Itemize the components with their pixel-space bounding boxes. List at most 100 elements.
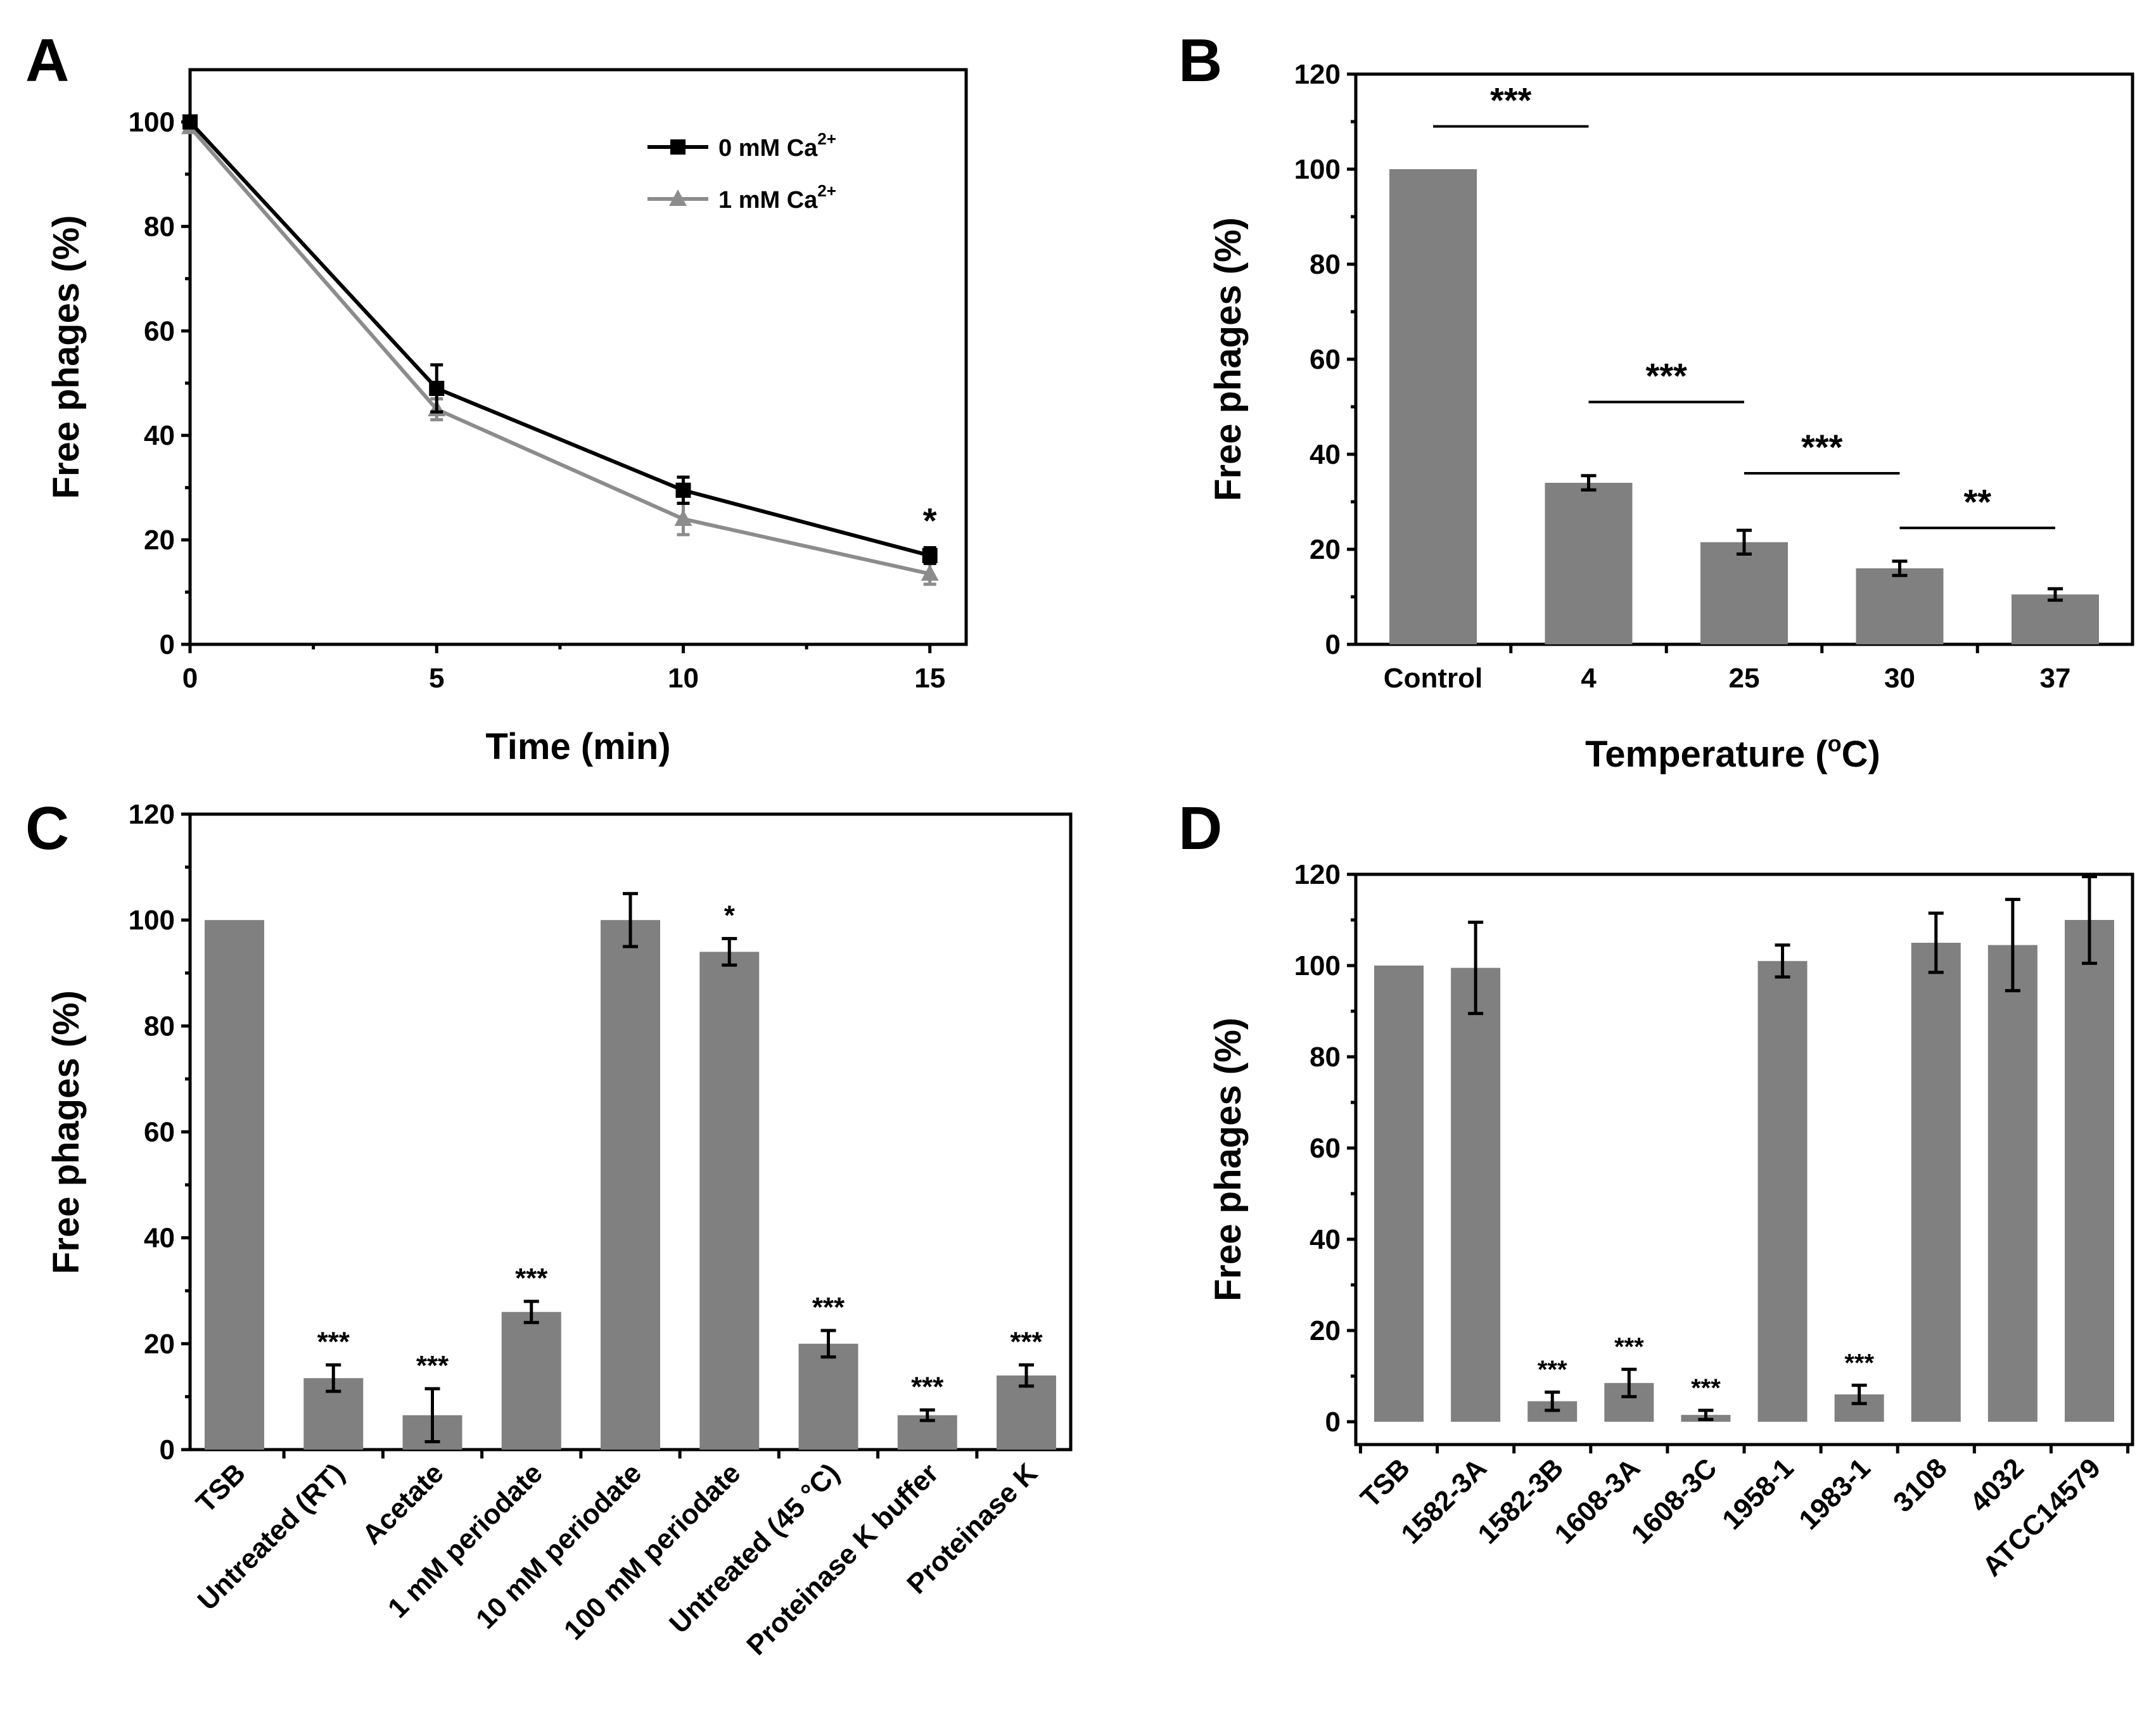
y-tick-label: 20: [1310, 534, 1341, 565]
bar-10-mm-periodate: [601, 920, 660, 1450]
y-tick-label: 100: [129, 106, 175, 137]
bar-control: [1389, 169, 1477, 644]
x-tick-label-proteinase-k-buffer: Proteinase K buffer: [741, 1457, 945, 1661]
significance-1582-3b: ***: [1538, 1356, 1567, 1384]
significance-bracket-label: ***: [1801, 427, 1843, 467]
significance-100-mm-periodate: *: [724, 900, 736, 931]
significance-marker: *: [923, 501, 937, 540]
y-axis-title: Free phages (%): [46, 990, 87, 1274]
x-tick-label: 10: [668, 663, 699, 694]
data-point-0-mm-ca: [675, 482, 691, 498]
plot-frame: [188, 68, 968, 646]
significance-acetate: ***: [416, 1350, 449, 1381]
x-tick-label-tsb: TSB: [1355, 1452, 1416, 1514]
y-tick-label: 120: [1294, 859, 1341, 890]
legend-superscript: 2+: [817, 181, 836, 200]
bar-4032: [1987, 945, 2037, 1422]
significance-untreated-rt: ***: [317, 1326, 350, 1357]
y-tick-label: 0: [160, 629, 175, 660]
series-line-1-mm-ca: [188, 125, 931, 576]
y-tick-label: 0: [1325, 1407, 1341, 1438]
y-tick-label: 20: [144, 525, 175, 556]
x-tick-label-30: 30: [1884, 663, 1915, 694]
bar-1958-1: [1757, 961, 1808, 1422]
x-tick-label-acetate: Acetate: [357, 1457, 450, 1550]
data-point-0-mm-ca: [182, 114, 198, 130]
bar-1-mm-periodate: [501, 1312, 561, 1450]
bar-30: [1856, 568, 1944, 644]
x-tick-label-tsb: TSB: [190, 1457, 252, 1519]
panel-letter-c: C: [25, 795, 69, 862]
series-line-0-mm-ca: [188, 120, 931, 558]
x-tick-label-25: 25: [1729, 663, 1760, 694]
x-tick-label: 5: [429, 663, 444, 694]
y-tick-label: 40: [144, 420, 175, 451]
legend-label-0-mm-ca: 0 mM Ca2+: [718, 129, 836, 162]
x-tick-label-4032: 4032: [1964, 1452, 2030, 1518]
y-tick-label: 100: [1294, 950, 1341, 981]
bar-untreated-45-c: [798, 1343, 858, 1450]
legend-marker: [670, 139, 686, 155]
significance-1608-3a: ***: [1614, 1333, 1644, 1361]
y-tick-label: 80: [1310, 249, 1341, 280]
y-tick-label: 60: [1310, 344, 1341, 375]
legend-marker: [669, 189, 687, 206]
data-point-0-mm-ca: [429, 380, 445, 396]
bar-tsb: [1374, 966, 1424, 1422]
x-axis-title: Temperature (oC): [1585, 731, 1880, 775]
x-tick-label-1582-3b: 1582-3B: [1472, 1452, 1569, 1550]
x-tick-label: 15: [914, 663, 945, 694]
y-tick-label: 60: [144, 1117, 175, 1148]
significance-bracket-label: **: [1963, 482, 1991, 521]
bar-25: [1700, 542, 1788, 644]
bar-3108: [1911, 943, 1961, 1422]
y-axis-title: Free phages (%): [1208, 217, 1249, 501]
y-tick-label: 40: [1310, 1224, 1341, 1255]
x-tick-label-10-mm-periodate: 10 mM periodate: [470, 1457, 647, 1635]
x-tick-label-37: 37: [2040, 663, 2071, 694]
data-point-1-mm-ca: [674, 509, 692, 527]
legend-superscript: 2+: [817, 129, 836, 148]
bar-atcc14579: [2065, 920, 2114, 1422]
significance-untreated-45-c: ***: [812, 1292, 845, 1323]
x-tick-label-3108: 3108: [1887, 1452, 1953, 1518]
significance-bracket-label: ***: [1646, 356, 1688, 396]
y-tick-label: 0: [1325, 629, 1341, 660]
bar-proteinase-k: [997, 1375, 1056, 1450]
y-tick-label: 0: [160, 1434, 175, 1465]
legend-label-1-mm-ca: 1 mM Ca2+: [718, 181, 836, 214]
panel-letter-a: A: [25, 27, 69, 94]
y-axis-title: Free phages (%): [46, 215, 87, 499]
x-tick-label-1582-3a: 1582-3A: [1395, 1452, 1493, 1550]
y-tick-label: 40: [144, 1223, 175, 1254]
significance-proteinase-k: ***: [1010, 1326, 1043, 1357]
x-axis-title: Time (min): [485, 726, 670, 767]
x-tick-label-1608-3c: 1608-3C: [1626, 1452, 1723, 1550]
y-tick-label: 80: [144, 211, 175, 242]
significance-1608-3c: ***: [1691, 1374, 1721, 1402]
x-axis-title-unit: C): [1842, 734, 1880, 775]
significance-proteinase-k-buffer: ***: [911, 1371, 944, 1402]
y-axis-title: Free phages (%): [1208, 1018, 1249, 1301]
y-tick-label: 80: [144, 1011, 175, 1042]
y-tick-label: 80: [1310, 1042, 1341, 1073]
y-tick-label: 20: [1310, 1315, 1341, 1346]
x-tick-label: 0: [182, 663, 198, 694]
x-tick-label-untreated-45-c: Untreated (45 °C): [663, 1457, 845, 1639]
bar-100-mm-periodate: [699, 952, 760, 1450]
data-point-0-mm-ca: [922, 547, 938, 563]
y-tick-label: 60: [144, 316, 175, 347]
data-point-1-mm-ca: [921, 564, 939, 581]
bar-tsb: [205, 920, 264, 1450]
x-tick-label-control: Control: [1384, 663, 1483, 694]
bar-37: [2012, 594, 2099, 644]
x-axis-title-degree: o: [1828, 731, 1842, 756]
x-tick-label-1958-1: 1958-1: [1716, 1452, 1800, 1536]
y-tick-label: 60: [1310, 1133, 1341, 1164]
y-tick-label: 120: [129, 799, 175, 830]
bar-4: [1545, 483, 1633, 644]
significance-1983-1: ***: [1844, 1349, 1874, 1377]
